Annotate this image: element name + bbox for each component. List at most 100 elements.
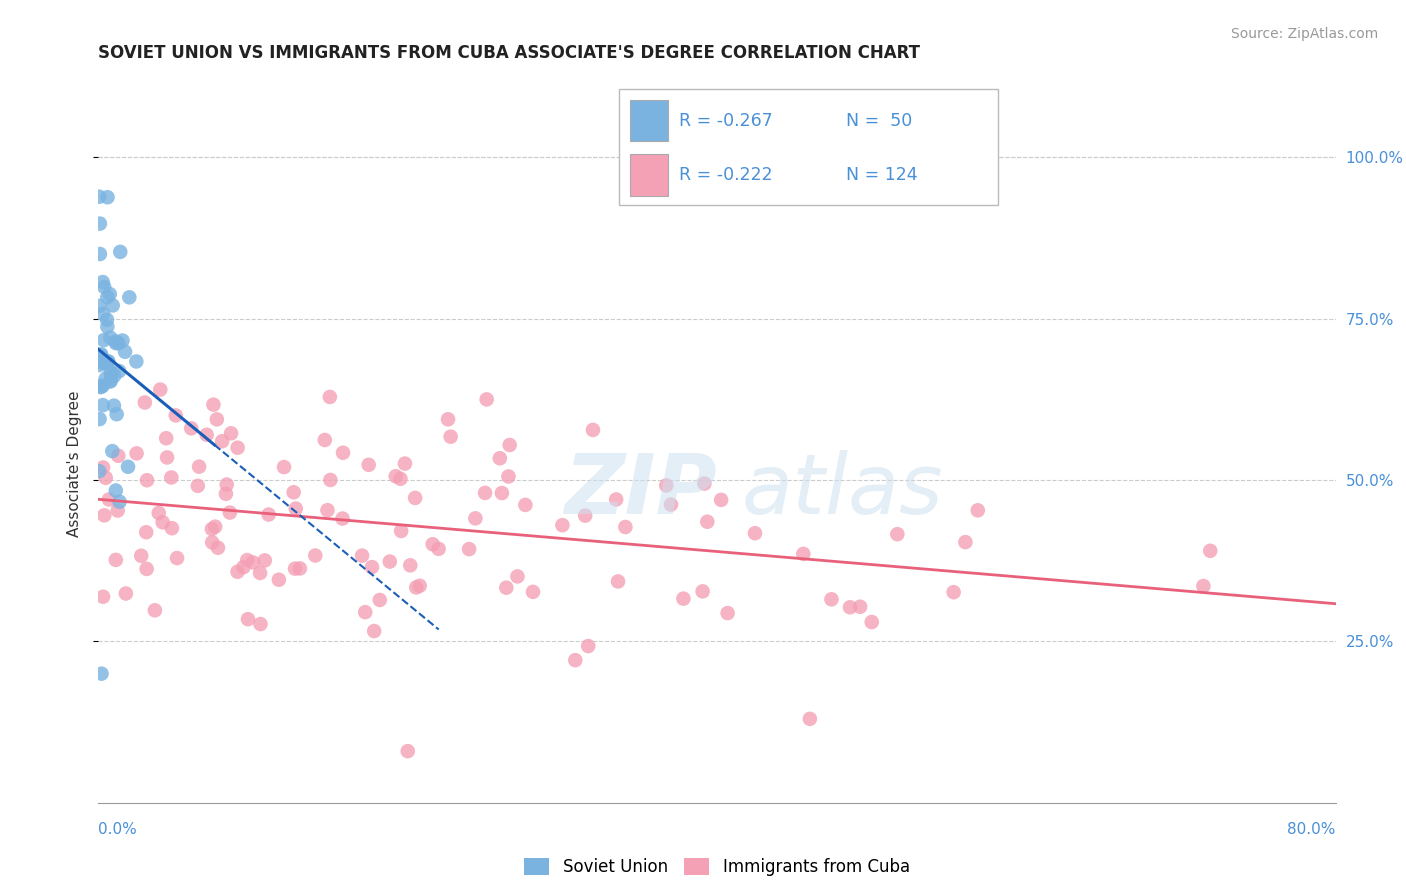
Text: SOVIET UNION VS IMMIGRANTS FROM CUBA ASSOCIATE'S DEGREE CORRELATION CHART: SOVIET UNION VS IMMIGRANTS FROM CUBA ASS… [98,45,921,62]
Point [100,366,122,380]
Point [304,549,326,563]
Point [744,526,766,541]
Point [103,399,125,413]
Point [399,558,422,573]
Point [710,492,733,507]
Point [134,395,156,409]
Point [148,506,170,520]
Text: R = -0.267: R = -0.267 [679,112,773,129]
Point [219,506,242,520]
Point [409,579,432,593]
Point [160,470,183,484]
Point [655,478,678,492]
FancyBboxPatch shape [630,100,668,141]
Point [422,537,444,551]
Point [201,535,224,549]
Point [219,426,242,441]
Point [103,368,125,383]
Point [215,487,238,501]
Point [180,421,202,435]
Point [389,472,412,486]
Point [97,354,120,368]
Point [89,412,111,426]
Point [93,333,115,347]
Point [97,492,120,507]
Point [396,744,419,758]
Point [89,190,111,204]
Point [692,584,714,599]
Point [94,471,117,485]
Text: atlas: atlas [742,450,943,532]
FancyBboxPatch shape [619,89,998,205]
Point [551,518,574,533]
Point [125,354,148,368]
Point [91,275,114,289]
Text: Source: ZipAtlas.com: Source: ZipAtlas.com [1230,27,1378,41]
Point [672,591,695,606]
Point [90,666,112,681]
Point [101,298,124,312]
Point [105,407,128,421]
Point [506,569,529,583]
Point [605,492,627,507]
Point [166,551,188,566]
Point [464,511,486,525]
Text: ZIP: ZIP [564,450,717,532]
Point [515,498,537,512]
Point [564,653,586,667]
Point [104,334,127,349]
Point [361,560,384,574]
Point [283,485,305,500]
Point [91,379,114,393]
Point [232,560,254,574]
Point [93,508,115,523]
Point [576,639,599,653]
Point [860,615,883,629]
Point [384,469,406,483]
Point [363,624,385,638]
Point [160,521,183,535]
Text: N = 124: N = 124 [846,166,918,184]
Point [368,593,391,607]
Point [1199,543,1222,558]
Point [90,380,112,394]
Point [118,290,141,304]
Point [354,605,377,619]
Point [332,446,354,460]
Point [582,423,605,437]
Point [89,299,111,313]
Point [437,412,460,426]
Point [90,347,112,361]
Point [488,451,510,466]
FancyBboxPatch shape [630,154,668,196]
Point [100,374,122,388]
Point [249,566,271,580]
Point [202,398,225,412]
Point [91,398,114,412]
Point [273,460,295,475]
Point [93,280,115,294]
Point [107,503,129,517]
Point [693,476,716,491]
Text: 0.0%: 0.0% [98,822,138,837]
Point [284,501,307,516]
Point [394,457,416,471]
Point [226,565,249,579]
Point [135,562,157,576]
Point [91,460,114,475]
Point [475,392,498,407]
Point [96,290,118,304]
Point [491,486,513,500]
Point [94,372,117,386]
Point [188,459,211,474]
Point [187,479,209,493]
Point [98,287,121,301]
Point [405,581,427,595]
Y-axis label: Associate's Degree: Associate's Degree [66,391,82,537]
Point [136,473,159,487]
Point [236,553,259,567]
Point [89,358,111,372]
Point [574,508,596,523]
Point [820,592,842,607]
Point [101,444,124,458]
